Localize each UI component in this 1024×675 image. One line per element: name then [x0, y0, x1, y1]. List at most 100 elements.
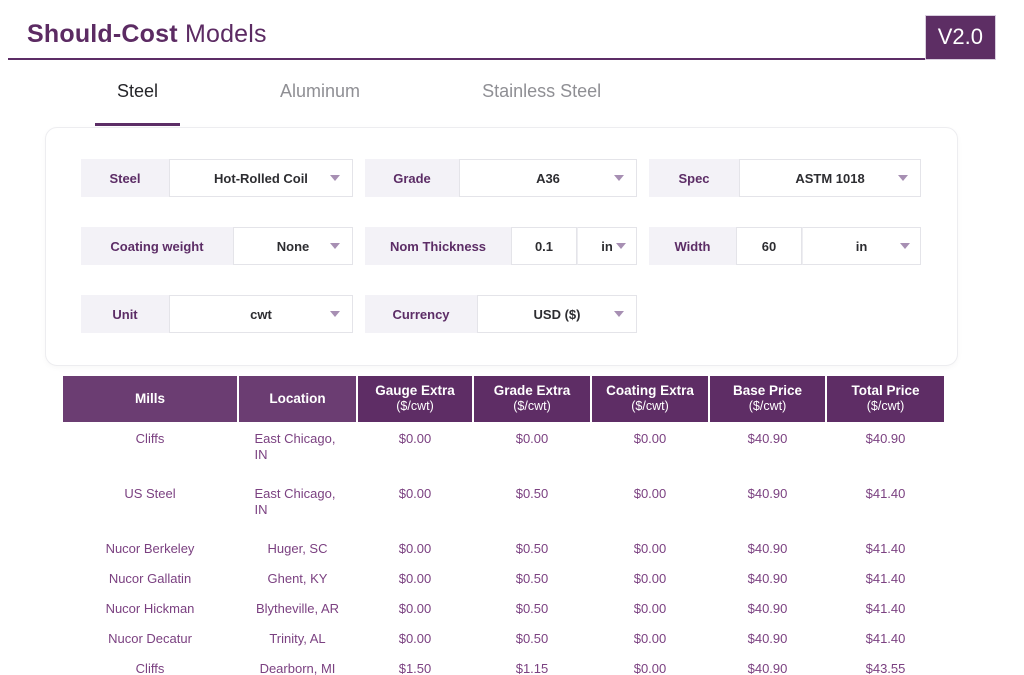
gauge-extra-cell: $0.00 [398, 601, 432, 616]
coating-weight-field: Coating weight None [81, 227, 353, 265]
mill-cell: Nucor Hickman [105, 601, 195, 616]
location-cell: East Chicago, IN [254, 431, 336, 462]
total-price-cell: $43.55 [865, 661, 906, 675]
mill-cell: Nucor Berkeley [105, 541, 195, 556]
base-price-cell: $40.90 [747, 486, 788, 501]
grade-extra-cell: $0.50 [515, 601, 549, 616]
location-cell: Trinity, AL [269, 631, 326, 646]
unit-label: Unit [112, 306, 138, 322]
version-badge: V2.0 [924, 15, 996, 60]
steel-label: Steel [109, 170, 141, 186]
base-price-cell: $40.90 [747, 661, 788, 675]
width-label: Width [674, 238, 711, 254]
nom-thickness-input[interactable]: 0.1 [511, 227, 577, 265]
currency-label: Currency [392, 306, 450, 322]
gauge-extra-cell: $0.00 [398, 631, 432, 646]
coating-weight-label: Coating weight [110, 238, 204, 254]
location-cell: Ghent, KY [267, 571, 328, 586]
coating-extra-cell: $0.00 [633, 601, 667, 616]
coating-extra-cell: $0.00 [633, 431, 667, 446]
coating-extra-cell: $0.00 [633, 661, 667, 675]
coating-extra-cell: $0.00 [633, 486, 667, 501]
grade-extra-cell: $0.50 [515, 486, 549, 501]
unit-field: Unit cwt [81, 295, 353, 333]
column-header-grade-extra: Grade Extra ($/cwt) [474, 376, 590, 422]
width-unit-dropdown[interactable]: in [802, 227, 921, 265]
location-cell: Blytheville, AR [255, 601, 340, 616]
currency-field: Currency USD ($) [365, 295, 637, 333]
table-row: US Steel East Chicago, IN $0.00 $0.50 $0… [63, 477, 944, 532]
base-price-cell: $40.90 [747, 571, 788, 586]
width-field: Width 60 in [649, 227, 921, 265]
page-title-rest: Models [177, 20, 267, 48]
chevron-down-icon [900, 243, 910, 249]
grade-extra-cell: $0.50 [515, 541, 549, 556]
tab-steel[interactable]: Steel [95, 60, 181, 126]
table-row: Nucor Gallatin Ghent, KY $0.00 $0.50 $0.… [63, 562, 944, 592]
location-cell: Huger, SC [267, 541, 328, 556]
column-header-mills: Mills [63, 376, 237, 422]
coating-extra-cell: $0.00 [633, 541, 667, 556]
width-unit: in [855, 238, 868, 254]
gauge-extra-cell: $0.00 [398, 431, 432, 446]
base-price-cell: $40.90 [747, 601, 788, 616]
currency-dropdown[interactable]: USD ($) [477, 295, 637, 333]
form-row-1: Steel Hot-Rolled Coil Grade A36 Spec AST… [81, 159, 957, 197]
grade-label: Grade [393, 170, 431, 186]
page-title: Should-Cost Models [27, 20, 267, 49]
coating-weight-dropdown[interactable]: None [233, 227, 353, 265]
column-header-gauge-extra: Gauge Extra ($/cwt) [358, 376, 472, 422]
base-price-cell: $40.90 [747, 541, 788, 556]
location-cell: Dearborn, MI [259, 661, 336, 675]
gauge-extra-cell: $0.00 [398, 541, 432, 556]
app-header: Should-Cost Models V2.0 [8, 0, 996, 60]
table-row: Nucor Berkeley Huger, SC $0.00 $0.50 $0.… [63, 532, 944, 562]
total-price-cell: $41.40 [865, 486, 906, 501]
gauge-extra-cell: $0.00 [398, 486, 432, 501]
form-panel: Steel Hot-Rolled Coil Grade A36 Spec AST… [45, 127, 958, 366]
form-row-2: Coating weight None Nom Thickness 0.1 in… [81, 227, 957, 265]
page-title-bold: Should-Cost [27, 20, 178, 48]
grade-extra-cell: $0.00 [515, 431, 549, 446]
table-row: Cliffs Dearborn, MI $1.50 $1.15 $0.00 $4… [63, 652, 944, 675]
table-row: Nucor Decatur Trinity, AL $0.00 $0.50 $0… [63, 622, 944, 652]
tab-bar: Steel Aluminum Stainless Steel [0, 60, 1024, 126]
table-row: Cliffs East Chicago, IN $0.00 $0.00 $0.0… [63, 422, 944, 477]
steel-dropdown[interactable]: Hot-Rolled Coil [169, 159, 353, 197]
gauge-extra-cell: $1.50 [398, 661, 432, 675]
nom-thickness-label: Nom Thickness [389, 238, 487, 254]
mill-cell: Cliffs [135, 661, 165, 675]
mills-price-table: Mills Location Gauge Extra ($/cwt) Grade … [63, 376, 944, 675]
grade-value: A36 [536, 170, 560, 186]
grade-field: Grade A36 [365, 159, 637, 197]
total-price-cell: $41.40 [865, 541, 906, 556]
total-price-cell: $41.40 [865, 631, 906, 646]
unit-dropdown[interactable]: cwt [169, 295, 353, 333]
grade-extra-cell: $1.15 [515, 661, 549, 675]
total-price-cell: $40.90 [865, 431, 906, 446]
unit-value: cwt [250, 306, 272, 322]
mill-cell: US Steel [124, 486, 176, 501]
tab-aluminum[interactable]: Aluminum [280, 81, 361, 101]
spec-field: Spec ASTM 1018 [649, 159, 921, 197]
chevron-down-icon [898, 175, 908, 181]
total-price-cell: $41.40 [865, 571, 906, 586]
spec-value: ASTM 1018 [795, 170, 865, 186]
grade-dropdown[interactable]: A36 [459, 159, 637, 197]
width-input[interactable]: 60 [736, 227, 802, 265]
mill-cell: Cliffs [135, 431, 165, 446]
spec-dropdown[interactable]: ASTM 1018 [739, 159, 921, 197]
form-row-3: Unit cwt Currency USD ($) [81, 295, 957, 333]
table-row: Nucor Hickman Blytheville, AR $0.00 $0.5… [63, 592, 944, 622]
currency-value: USD ($) [533, 306, 581, 322]
nom-thickness-field: Nom Thickness 0.1 in [365, 227, 637, 265]
base-price-cell: $40.90 [747, 431, 788, 446]
column-header-coating-extra: Coating Extra ($/cwt) [592, 376, 708, 422]
grade-extra-cell: $0.50 [515, 631, 549, 646]
tab-stainless-steel[interactable]: Stainless Steel [482, 81, 602, 101]
gauge-extra-cell: $0.00 [398, 571, 432, 586]
column-header-total-price: Total Price ($/cwt) [827, 376, 944, 422]
grade-extra-cell: $0.50 [515, 571, 549, 586]
nom-thickness-unit-dropdown[interactable]: in [577, 227, 637, 265]
total-price-cell: $41.40 [865, 601, 906, 616]
